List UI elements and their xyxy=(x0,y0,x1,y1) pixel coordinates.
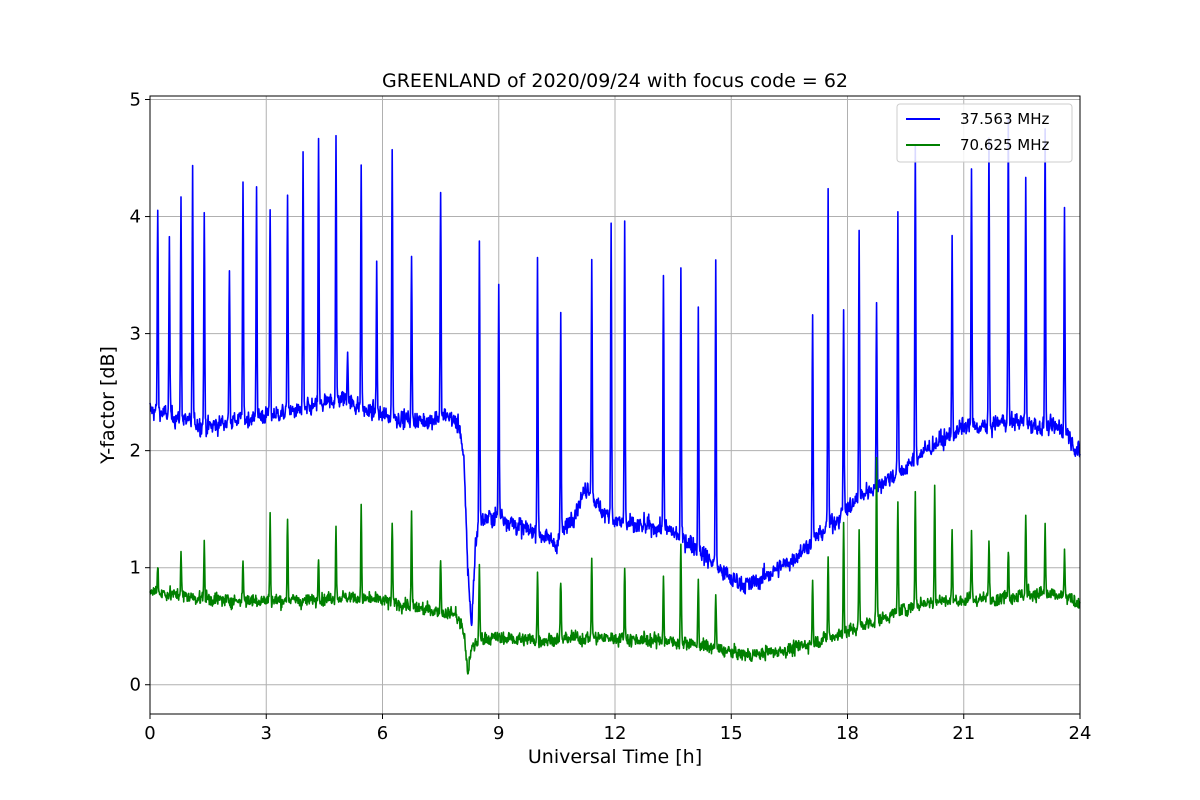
x-tick-label: 18 xyxy=(836,723,859,744)
x-tick-label: 3 xyxy=(261,723,272,744)
legend: 37.563 MHz 70.625 MHz xyxy=(896,103,1073,163)
chart-title: GREENLAND of 2020/09/24 with focus code … xyxy=(382,70,848,92)
x-tick-label: 15 xyxy=(720,723,743,744)
x-axis-label: Universal Time [h] xyxy=(528,746,702,768)
x-axis-ticks: 0 3 6 9 12 15 18 21 24 xyxy=(144,714,1091,744)
y-axis-label: Y-factor [dB] xyxy=(97,346,119,465)
legend-label-37mhz: 37.563 MHz xyxy=(960,110,1049,128)
y-tick-label: 1 xyxy=(130,558,141,579)
x-tick-label: 12 xyxy=(604,723,627,744)
series-line-70mhz xyxy=(149,456,1081,675)
x-tick-label: 24 xyxy=(1069,723,1092,744)
x-tick-label: 0 xyxy=(144,723,155,744)
y-tick-label: 4 xyxy=(130,207,141,228)
y-tick-label: 2 xyxy=(130,441,141,462)
y-tick-label: 5 xyxy=(130,90,141,111)
y-tick-label: 3 xyxy=(130,324,141,345)
x-tick-label: 6 xyxy=(377,723,388,744)
legend-box xyxy=(896,103,1073,163)
x-tick-label: 9 xyxy=(493,723,504,744)
x-tick-label: 21 xyxy=(952,723,975,744)
y-tick-label: 0 xyxy=(130,675,141,696)
legend-label-70mhz: 70.625 MHz xyxy=(960,136,1049,154)
y-axis-ticks: 0 1 2 3 4 5 xyxy=(130,90,150,696)
series-layer xyxy=(149,117,1081,675)
series-line-37mhz xyxy=(149,117,1081,627)
